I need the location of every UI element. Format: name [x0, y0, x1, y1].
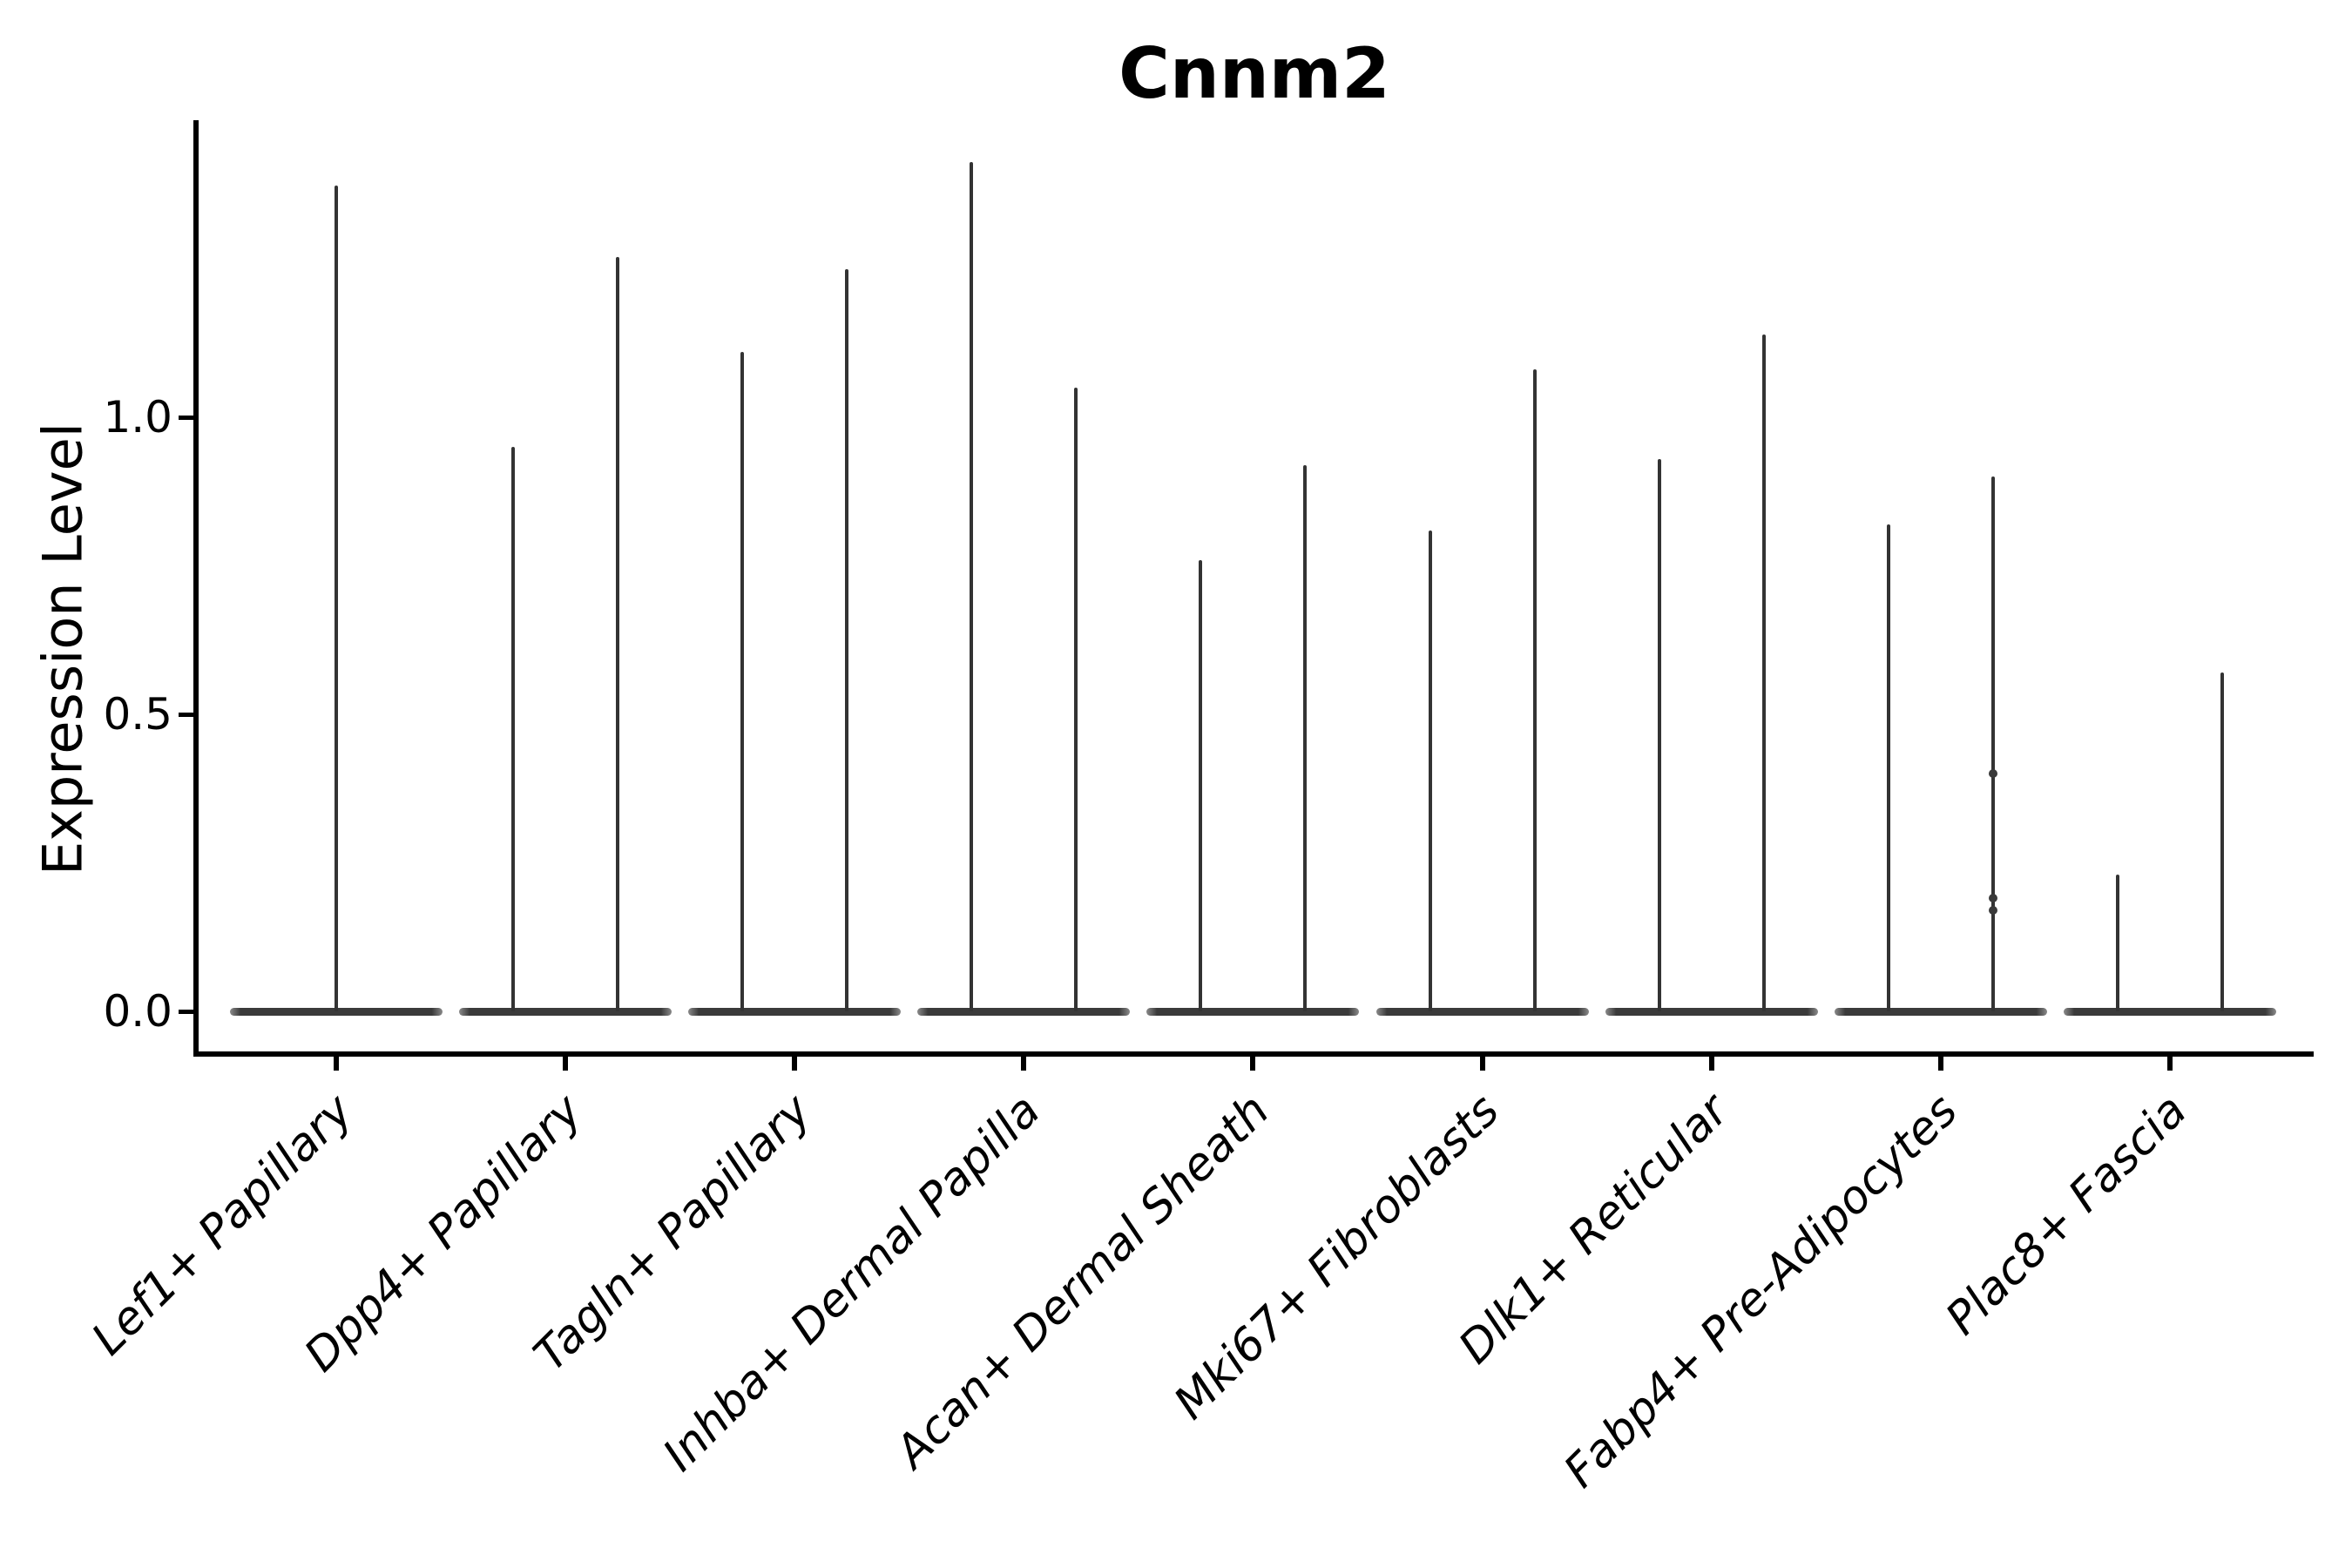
outlier-point: [1988, 906, 1997, 916]
x-tick-label: Plac8+ Fascia: [1936, 1084, 2197, 1346]
x-axis-spine: [193, 1051, 2314, 1057]
violin-body: [230, 1007, 443, 1016]
violin-spike: [1303, 464, 1308, 1011]
x-axis-tick: [563, 1057, 569, 1071]
x-axis-tick: [1479, 1057, 1485, 1071]
outlier-point: [1988, 769, 1997, 779]
y-axis-tick: [179, 712, 193, 717]
violin-spike: [1657, 458, 1661, 1011]
violin-spike: [845, 268, 849, 1011]
violin-spike: [335, 186, 338, 1011]
violin-body: [688, 1007, 902, 1016]
x-tick-label: Dlk1+ Reticular: [1449, 1084, 1739, 1375]
violin-body: [2063, 1007, 2276, 1016]
x-tick-label: Dpp4+ Papillary: [294, 1084, 592, 1382]
violin-spike: [1428, 530, 1432, 1011]
y-tick-label: 0.0: [103, 986, 172, 1037]
violin-spike: [511, 447, 516, 1011]
violin-spike: [616, 256, 620, 1011]
violin-spike: [740, 351, 745, 1011]
violin-body: [1834, 1007, 2047, 1016]
violin-spike: [1074, 387, 1078, 1011]
y-axis-label: Expression Level: [30, 422, 95, 875]
violin-spike: [1532, 369, 1537, 1011]
violin-spike: [2115, 875, 2119, 1011]
x-axis-tick: [334, 1057, 339, 1071]
x-axis-tick: [1708, 1057, 1714, 1071]
violin-spike: [1886, 524, 1890, 1011]
x-tick-label: Fabp4+ Pre-Adipocytes: [1553, 1084, 1968, 1498]
violin-spike: [970, 161, 974, 1011]
y-tick-label: 1.0: [103, 392, 172, 443]
y-axis-tick: [179, 415, 193, 420]
x-axis-tick: [1021, 1057, 1027, 1071]
x-tick-label: Lef1+ Papillary: [82, 1084, 363, 1366]
x-axis-tick: [2166, 1057, 2173, 1071]
outlier-point: [1988, 894, 1997, 903]
violin-body: [459, 1007, 672, 1016]
violin-body: [1146, 1007, 1360, 1016]
violin-body: [1375, 1007, 1589, 1016]
violin-spike: [2220, 672, 2224, 1011]
y-axis-spine: [193, 120, 199, 1057]
violin-body: [1605, 1007, 1818, 1016]
violin-spike: [1761, 334, 1766, 1011]
x-tick-label: Mki67+ Fibroblasts: [1164, 1084, 1510, 1430]
violin-spike: [1990, 476, 1995, 1011]
x-tick-label: Acan+ Dermal Sheath: [886, 1084, 1281, 1478]
x-axis-tick: [792, 1057, 798, 1071]
x-tick-label: Inhba+ Dermal Papilla: [653, 1084, 1051, 1482]
y-tick-label: 0.5: [103, 689, 172, 740]
x-axis-tick: [1937, 1057, 1943, 1071]
y-axis-tick: [179, 1009, 193, 1014]
violin-body: [917, 1007, 1131, 1016]
x-axis-tick: [1250, 1057, 1256, 1071]
x-tick-label: Tagln+ Papillary: [524, 1084, 821, 1382]
violin-spike: [1199, 559, 1203, 1011]
plot-title: Cnnm2: [1119, 33, 1390, 114]
